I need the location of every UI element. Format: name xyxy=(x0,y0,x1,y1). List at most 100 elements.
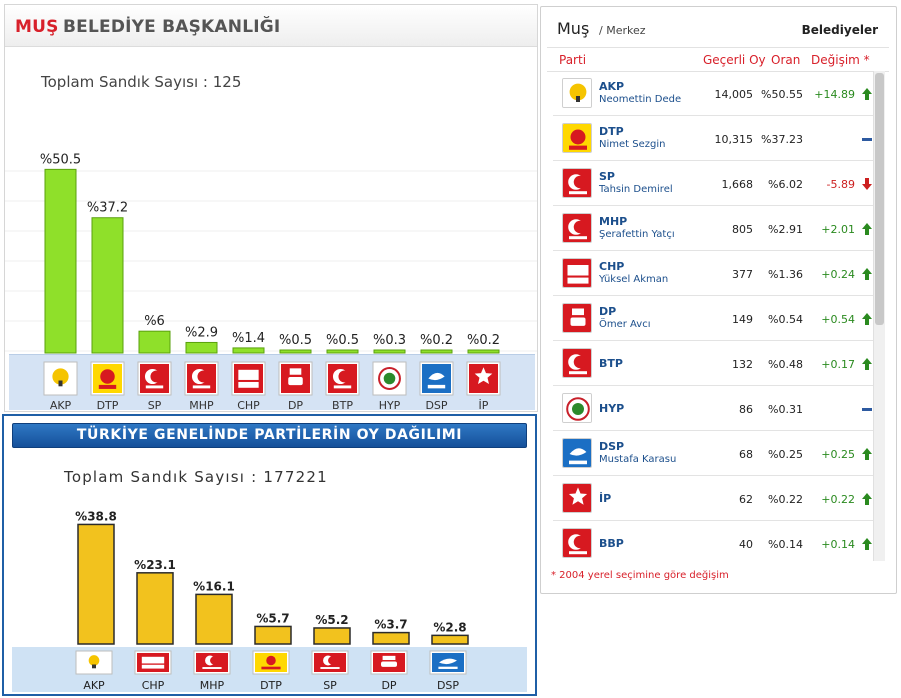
mus-axis-logos: AKP DTP SP MHP CHP DP BTP HYP DSP İP xyxy=(43,361,501,412)
candidate-name: Şerafettin Yatçı xyxy=(599,229,675,240)
city-name: Muş xyxy=(557,19,590,38)
turkey-tick-label-mhp: MHP xyxy=(200,679,225,692)
vote-change: +14.89 xyxy=(814,88,855,101)
vote-change: +0.22 xyxy=(821,493,855,506)
mus-bar-sp xyxy=(138,330,171,354)
table-row[interactable]: DP Ömer Avcı 149 %0.54 +0.54 xyxy=(553,296,883,341)
table-row[interactable]: BBP 40 %0.14 +0.14 xyxy=(553,521,883,561)
mus-bar-chp xyxy=(232,347,265,354)
table-row[interactable]: CHP Yüksel Akman 377 %1.36 +0.24 xyxy=(553,251,883,296)
party-name: MHP xyxy=(599,215,628,228)
party-name: DP xyxy=(599,305,617,318)
scrollbar-thumb[interactable] xyxy=(875,73,884,325)
mus-bar-label-chp: %1.4 xyxy=(232,331,265,346)
valid-votes: 377 xyxy=(732,268,753,281)
mus-bar-dsp xyxy=(420,349,453,354)
vote-ratio: %50.55 xyxy=(761,88,803,101)
vote-ratio: %0.54 xyxy=(768,313,803,326)
mus-axis-logo-ip-icon xyxy=(466,361,501,396)
vote-change: +0.17 xyxy=(821,358,855,371)
arrow-up-icon xyxy=(862,448,872,460)
col-ratio: Oran xyxy=(771,53,801,67)
table-row[interactable]: BTP 132 %0.48 +0.17 xyxy=(553,341,883,386)
turkey-bar-chp xyxy=(136,572,174,645)
municipalities-link[interactable]: Belediyeler xyxy=(801,23,878,37)
table-row[interactable]: MHP Şerafettin Yatçı 805 %2.91 +2.01 xyxy=(553,206,883,251)
table-row[interactable]: HYP 86 %0.31 xyxy=(553,386,883,431)
mus-tick-label-hyp: HYP xyxy=(379,399,401,412)
mus-ballot-box-count: Toplam Sandık Sayısı : 125 xyxy=(41,73,242,91)
turkey-axis-logo-akp-icon xyxy=(75,650,113,675)
mus-tick-label-mhp: MHP xyxy=(189,399,214,412)
turkey-tick-label-sp: SP xyxy=(323,679,337,692)
mus-tick-label-dp: DP xyxy=(288,399,303,412)
party-name: BTP xyxy=(599,357,623,370)
turkey-axis-logo-dtp-icon xyxy=(252,650,290,675)
valid-votes: 1,668 xyxy=(721,178,754,191)
mus-bar-label-dtp: %37.2 xyxy=(87,201,128,216)
turkey-results-panel: TÜRKİYE GENELİNDE PARTİLERİN OY DAĞILIMI… xyxy=(2,414,537,696)
turkey-bar-sp xyxy=(313,627,351,645)
mus-bar-label-dsp: %0.2 xyxy=(420,333,453,348)
arrow-up-icon xyxy=(862,223,872,235)
mus-bar-ip xyxy=(467,349,500,354)
table-row[interactable]: DTP Nimet Sezgin 10,315 %37.23 xyxy=(553,116,883,161)
mus-results-panel: MUŞ BELEDİYE BAŞKANLIĞI Toplam Sandık Sa… xyxy=(4,4,538,412)
valid-votes: 10,315 xyxy=(714,133,754,146)
turkey-bar-akp xyxy=(77,523,115,645)
mus-axis-logo-dtp-icon xyxy=(90,361,125,396)
district-name: / Merkez xyxy=(599,24,646,37)
turkey-bar-label-dsp: %2.8 xyxy=(433,620,466,634)
turkey-tick-label-dtp: DTP xyxy=(260,679,282,692)
mus-tick-label-ip: İP xyxy=(479,399,489,412)
mus-bar-hyp xyxy=(373,349,406,354)
turkey-tick-label-dsp: DSP xyxy=(437,679,459,692)
party-logo-btp-icon xyxy=(562,348,592,378)
valid-votes: 62 xyxy=(739,493,753,506)
turkey-tick-label-chp: CHP xyxy=(142,679,165,692)
table-row[interactable]: DSP Mustafa Karasu 68 %0.25 +0.25 xyxy=(553,431,883,476)
party-logo-mhp-icon xyxy=(562,213,592,243)
table-row[interactable]: SP Tahsin Demirel 1,668 %6.02 -5.89 xyxy=(553,161,883,206)
turkey-axis-logo-mhp-icon xyxy=(193,650,231,675)
turkey-bar-label-mhp: %16.1 xyxy=(193,579,235,593)
mus-bar-akp xyxy=(44,168,77,354)
turkey-bar-label-dtp: %5.7 xyxy=(256,611,289,625)
turkey-bar-label-chp: %23.1 xyxy=(134,558,176,572)
valid-votes: 86 xyxy=(739,403,753,416)
col-change: Değişim * xyxy=(811,53,870,67)
turkey-bar-label-sp: %5.2 xyxy=(315,613,348,627)
turkey-axis-logo-dsp-icon xyxy=(429,650,467,675)
results-table-panel: Muş / Merkez Belediyeler Parti Geçerli O… xyxy=(540,6,897,594)
table-header: Muş / Merkez Belediyeler xyxy=(541,7,896,47)
vote-ratio: %0.14 xyxy=(768,538,803,551)
turkey-axis-logo-sp-icon xyxy=(311,650,349,675)
mus-bar-label-mhp: %2.9 xyxy=(185,325,218,340)
mus-bar-label-akp: %50.5 xyxy=(40,152,81,167)
mus-bar-dp xyxy=(279,349,312,354)
mus-bar-label-btp: %0.5 xyxy=(326,333,359,348)
mus-axis-logo-dp-icon xyxy=(278,361,313,396)
mus-tick-label-dtp: DTP xyxy=(97,399,119,412)
mus-axis-logo-sp-icon xyxy=(137,361,172,396)
mus-tick-label-dsp: DSP xyxy=(425,399,447,412)
mus-panel-header: MUŞ BELEDİYE BAŞKANLIĞI xyxy=(5,5,537,47)
mus-bar-label-hyp: %0.3 xyxy=(373,333,406,348)
party-name: AKP xyxy=(599,80,625,93)
candidate-name: Nimet Sezgin xyxy=(599,139,666,150)
vote-ratio: %6.02 xyxy=(768,178,803,191)
vote-change: +0.25 xyxy=(821,448,855,461)
turkey-axis-logo-dp-icon xyxy=(370,650,408,675)
table-row[interactable]: AKP Neomettin Dede 14,005 %50.55 +14.89 xyxy=(553,71,883,116)
party-name: HYP xyxy=(599,402,625,415)
mus-bar-chart: %50.5 %37.2 %6 %2.9 %1.4 %0.5 %0.5 %0.3 %0.2 %0.2 xyxy=(5,152,537,354)
valid-votes: 14,005 xyxy=(714,88,754,101)
table-row[interactable]: İP 62 %0.22 +0.22 xyxy=(553,476,883,521)
party-logo-ip-icon xyxy=(562,483,592,513)
turkey-tick-label-akp: AKP xyxy=(83,679,105,692)
party-name: İP xyxy=(599,492,612,505)
results-scrollbar[interactable] xyxy=(873,71,885,561)
mus-title-city: MUŞ xyxy=(15,17,59,37)
turkey-panel-header: TÜRKİYE GENELİNDE PARTİLERİN OY DAĞILIMI xyxy=(12,423,527,448)
arrow-up-icon xyxy=(862,313,872,325)
